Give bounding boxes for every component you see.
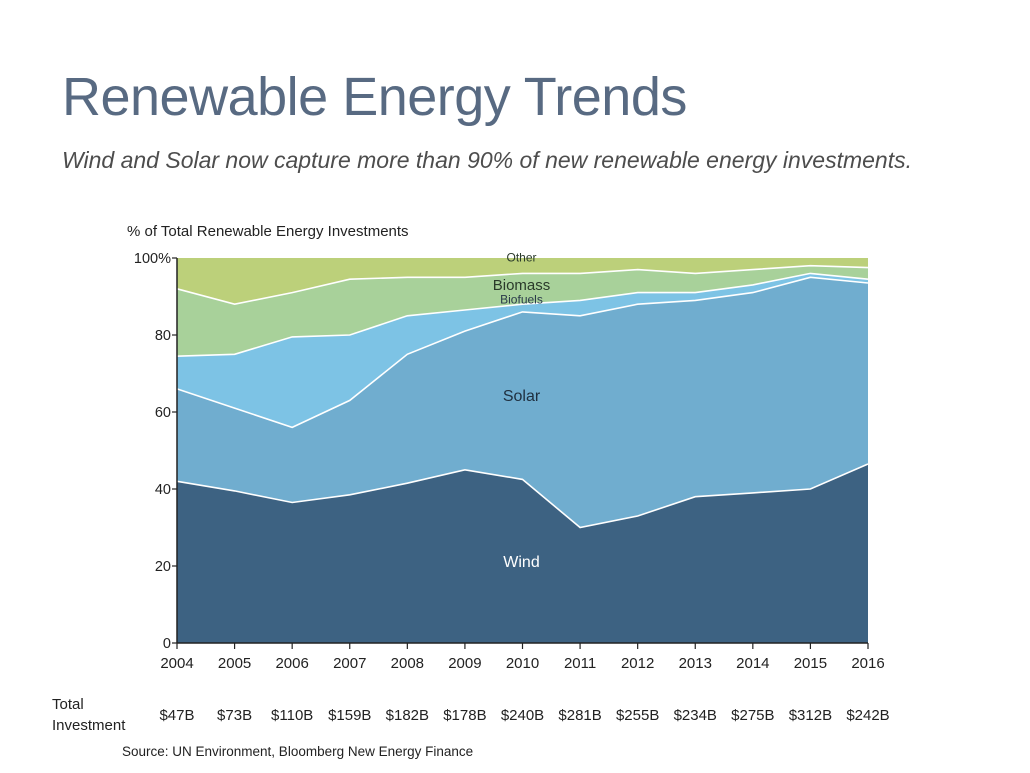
x-tick-label: 2007 bbox=[333, 655, 366, 672]
x-tick-label: 2015 bbox=[794, 655, 827, 672]
series-label-other: Other bbox=[506, 250, 536, 264]
total-value: $47B bbox=[159, 707, 194, 724]
y-tick-label: 0 bbox=[163, 636, 171, 652]
boundary-biomass bbox=[176, 264, 869, 306]
x-tick-label: 2005 bbox=[218, 655, 251, 672]
y-tick-label: 40 bbox=[155, 482, 171, 498]
total-value: $73B bbox=[217, 707, 252, 724]
page-title: Renewable Energy Trends bbox=[62, 67, 687, 127]
total-value: $312B bbox=[789, 707, 832, 724]
x-tick-label: 2008 bbox=[391, 655, 424, 672]
area-other bbox=[177, 258, 868, 305]
y-tick-label: 20 bbox=[155, 559, 171, 575]
total-investment-row: Total Investment $47B $73B $110B $159B $182B $1… bbox=[52, 696, 890, 734]
area-biofuels bbox=[177, 273, 868, 428]
area-solar bbox=[177, 277, 868, 528]
series-label-wind: Wind bbox=[503, 554, 539, 571]
boundary-wind bbox=[176, 463, 869, 529]
x-tick-label: 2013 bbox=[679, 655, 712, 672]
y-tick-label: 80 bbox=[155, 328, 171, 344]
x-tick-label: 2010 bbox=[506, 655, 539, 672]
total-value: $275B bbox=[731, 707, 774, 724]
page-subtitle: Wind and Solar now capture more than 90%… bbox=[62, 147, 912, 173]
area-biomass bbox=[177, 265, 868, 357]
x-tick-label: 2014 bbox=[736, 655, 769, 672]
series-label-solar: Solar bbox=[503, 388, 541, 405]
total-value: $281B bbox=[558, 707, 601, 724]
total-value: $159B bbox=[328, 707, 371, 724]
area-layers bbox=[176, 258, 869, 643]
series-label-biomass: Biomass bbox=[493, 277, 551, 294]
y-tick-label: 100% bbox=[134, 251, 171, 267]
axes: 0 20 40 60 80 100% 2004 2005 2006 2007 2008 2009 201… bbox=[134, 251, 885, 672]
x-tick-label: 2009 bbox=[448, 655, 481, 672]
series-label-biofuels: Biofuels bbox=[500, 293, 543, 307]
boundary-biofuels bbox=[176, 272, 869, 357]
total-value: $234B bbox=[674, 707, 717, 724]
total-value: $255B bbox=[616, 707, 659, 724]
total-label: Total bbox=[52, 696, 84, 713]
total-value: $242B bbox=[846, 707, 889, 724]
y-tick-label: 60 bbox=[155, 405, 171, 421]
x-tick-label: 2006 bbox=[275, 655, 308, 672]
area-wind bbox=[177, 464, 868, 643]
total-value: $178B bbox=[443, 707, 486, 724]
total-value: $182B bbox=[386, 707, 429, 724]
total-value: $240B bbox=[501, 707, 544, 724]
y-axis-label: % of Total Renewable Energy Investments bbox=[127, 223, 409, 240]
source-note: Source: UN Environment, Bloomberg New En… bbox=[122, 744, 474, 759]
x-tick-label: 2011 bbox=[564, 655, 596, 672]
x-tick-label: 2004 bbox=[160, 655, 193, 672]
x-tick-label: 2016 bbox=[851, 655, 884, 672]
total-value: $110B bbox=[271, 707, 313, 724]
x-tick-label: 2012 bbox=[621, 655, 654, 672]
boundary-solar bbox=[176, 276, 869, 429]
total-label: Investment bbox=[52, 717, 126, 734]
